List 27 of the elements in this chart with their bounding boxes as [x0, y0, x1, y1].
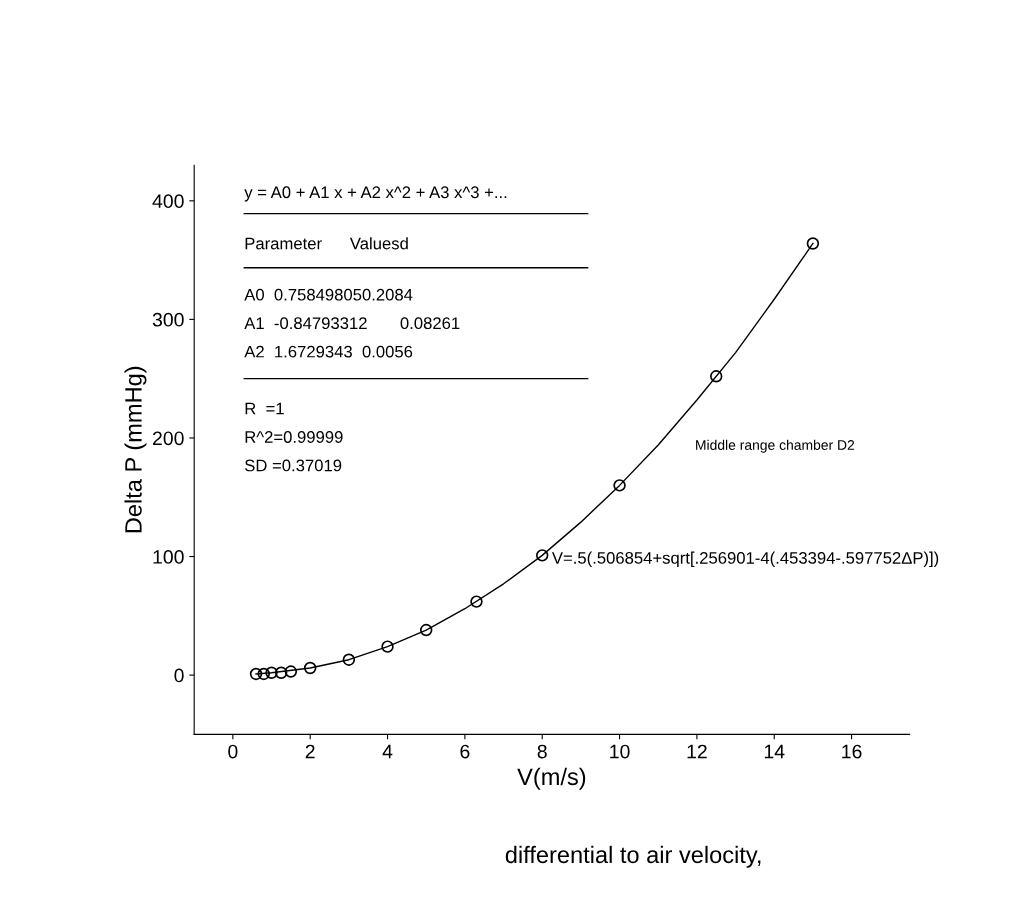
x-axis-title: V(m/s): [517, 767, 586, 790]
annotation: y = A0 + A1 x + A2 x^2 + A3 x^3 +...: [244, 186, 507, 202]
annotation: A1 -0.84793312 0.08261: [244, 317, 460, 330]
x-tick-label: 6: [460, 744, 470, 759]
annotation: Parameter Valuesd: [245, 237, 408, 250]
x-tick-label: 14: [764, 744, 785, 759]
annotation: A0 0.758498050.2084: [244, 288, 413, 301]
y-tick-label: 0: [174, 668, 184, 683]
annotation: R^2=0.99999: [245, 431, 343, 443]
y-tick-label: 100: [153, 550, 184, 564]
x-tick-label: 4: [382, 744, 393, 759]
x-tick-label: 12: [687, 744, 707, 759]
annotation: R =1: [245, 402, 284, 415]
annotation: SD =0.37019: [245, 459, 342, 472]
y-tick-label: 400: [152, 194, 184, 209]
x-tick-label: 8: [537, 744, 547, 759]
y-tick-label: 200: [153, 431, 184, 446]
y-tick-label: 300: [152, 312, 184, 327]
x-tick-label: 16: [842, 744, 862, 759]
annotation: V=.5(.506854+sqrt[.256901-4(.453394-.597752ΔP)]): [551, 551, 939, 568]
x-tick-label: 2: [305, 744, 315, 759]
x-tick-label: 0: [228, 744, 238, 759]
y-axis-title: Delta P (mmHg): [124, 366, 147, 533]
annotation: A2 1.6729343 0.0056: [244, 345, 413, 358]
text: differential to air velocity,: [505, 845, 761, 868]
x-tick-label: 10: [610, 744, 630, 759]
annotation: Middle range chamber D2: [696, 439, 855, 453]
